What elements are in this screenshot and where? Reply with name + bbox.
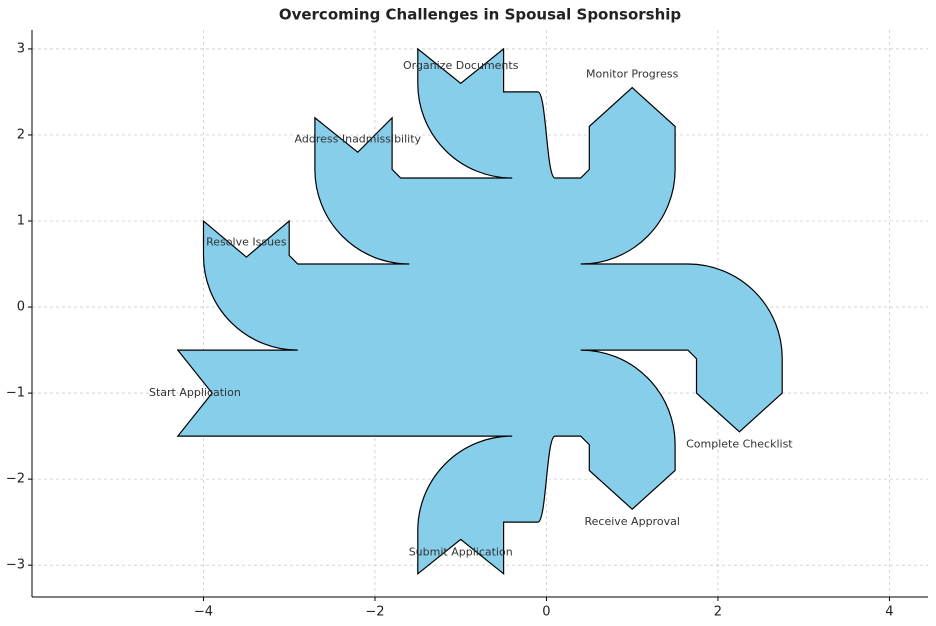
- y-tick-label: 2: [17, 127, 25, 142]
- chart-title: Overcoming Challenges in Spousal Sponsor…: [279, 6, 682, 24]
- labels: Start Application Resolve Issues Address I…: [149, 59, 793, 558]
- flow-label: Submit Application: [409, 545, 513, 558]
- x-tick-label: 4: [885, 605, 893, 620]
- x-tick-label: −4: [194, 605, 213, 620]
- flow-label: Monitor Progress: [586, 68, 679, 81]
- y-tick-label: −2: [6, 472, 25, 487]
- flow-label: Organize Documents: [403, 59, 519, 72]
- y-tick-label: 0: [17, 300, 25, 315]
- flow-label: Address Inadmissibility: [295, 132, 422, 145]
- y-tick-label: −3: [6, 558, 25, 573]
- y-tick-label: 3: [17, 41, 25, 56]
- flow-label: Start Application: [149, 386, 241, 399]
- y-tick-label: 1: [17, 214, 25, 229]
- y-tick-label: −1: [6, 386, 25, 401]
- x-tick-label: −2: [365, 605, 384, 620]
- flow-label: Receive Approval: [585, 515, 680, 528]
- x-tick-label: 2: [714, 605, 722, 620]
- flow-label: Resolve Issues: [206, 236, 287, 249]
- sankey-shape: [176, 47, 783, 576]
- x-tick-label: 0: [542, 605, 550, 620]
- flow-label: Complete Checklist: [686, 438, 793, 451]
